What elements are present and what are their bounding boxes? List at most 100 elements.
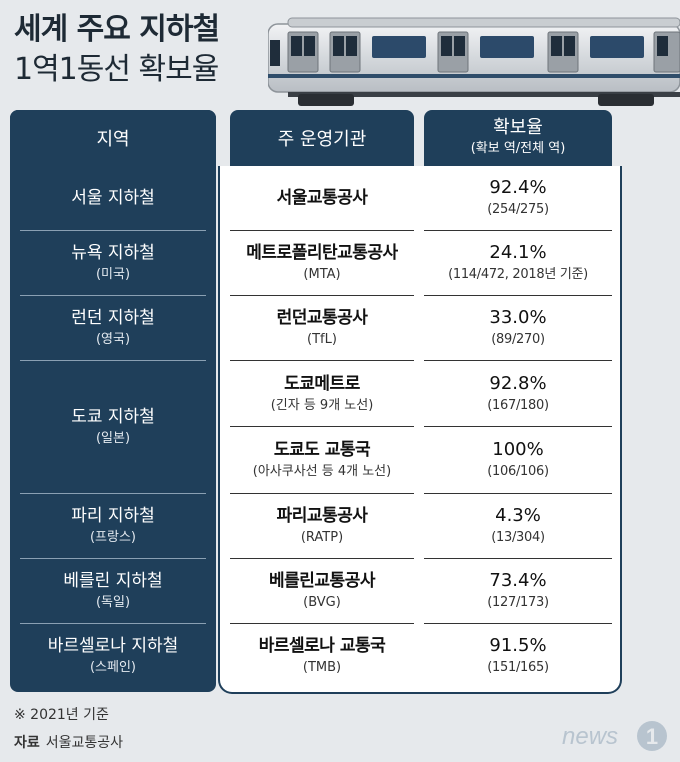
region-country: (미국) xyxy=(95,267,131,282)
row-divider xyxy=(424,623,612,624)
operator-cell: 파리교통공사 (RATP) xyxy=(230,494,414,558)
row-divider xyxy=(230,295,414,296)
operator-cell: 베를린교통공사 (BVG) xyxy=(230,559,414,623)
rate-cell: 91.5% (151/165) xyxy=(424,624,612,688)
region-name: 뉴욕 지하철 xyxy=(71,243,155,263)
title-line-2: 1역1동선 확보율 xyxy=(14,52,219,87)
rate-cell: 24.1% (114/472, 2018년 기준) xyxy=(424,231,612,295)
rate-detail: (13/304) xyxy=(491,530,545,545)
operator-name: 바르셀로나 교통국 xyxy=(258,636,386,656)
rate-detail: (151/165) xyxy=(487,660,549,675)
table-row: 도쿄 지하철 (일본) 도쿄메트로 (긴자 등 9개 노선) 92.8% (16… xyxy=(10,361,614,493)
footnote: ※ 2021년 기준 xyxy=(14,707,109,723)
row-divider xyxy=(20,230,206,231)
rate-cell: 92.8% (167/180) xyxy=(424,361,612,426)
rate-value: 91.5% xyxy=(489,635,547,656)
row-divider xyxy=(424,426,612,427)
operator-sub: (TfL) xyxy=(307,332,337,347)
operator-cell: 도쿄메트로 (긴자 등 9개 노선) xyxy=(230,361,414,426)
source-label: 자료 xyxy=(14,735,40,751)
region-name: 런던 지하철 xyxy=(71,308,155,328)
region-country: (일본) xyxy=(95,431,131,446)
news1-logo: news 1 xyxy=(562,721,667,751)
operator-sub: (TMB) xyxy=(302,660,342,675)
operator-sub: (MTA) xyxy=(303,267,341,282)
rate-detail: (254/275) xyxy=(487,202,549,217)
region-name: 베를린 지하철 xyxy=(63,571,163,591)
header-operator: 주 운영기관 xyxy=(230,110,414,166)
rate-value: 33.0% xyxy=(489,307,547,328)
operator-name: 서울교통공사 xyxy=(276,188,368,208)
region-cell: 런던 지하철 (영국) xyxy=(10,296,216,360)
region-cell: 바르셀로나 지하철 (스페인) xyxy=(10,624,216,688)
rate-cell: 100% (106/106) xyxy=(424,427,612,493)
rate-detail: (167/180) xyxy=(487,397,549,413)
rate-value: 4.3% xyxy=(495,505,541,526)
subway-train-illustration xyxy=(268,17,680,106)
region-country: (독일) xyxy=(95,595,131,610)
region-name: 도쿄 지하철 xyxy=(71,407,155,427)
operator-sub: (긴자 등 9개 노선) xyxy=(270,397,374,413)
row-divider xyxy=(230,426,414,427)
header-region-label: 지역 xyxy=(96,129,130,150)
title-block: 세계 주요 지하철 1역1동선 확보율 xyxy=(14,10,220,90)
operator-sub: (아사쿠사선 등 4개 노선) xyxy=(252,464,392,479)
region-country: (프랑스) xyxy=(89,530,137,545)
logo-mark: 1 xyxy=(646,724,658,749)
header-region: 지역 xyxy=(10,110,216,166)
rate-cell: 4.3% (13/304) xyxy=(424,494,612,558)
operator-cell: 바르셀로나 교통국 (TMB) xyxy=(230,624,414,688)
row-divider xyxy=(424,493,612,494)
comparison-table: 지역 주 운영기관 확보율 (확보 역/전체 역) 서울 지하철 서울교통공사 … xyxy=(10,110,622,694)
region-country: (스페인) xyxy=(89,660,137,675)
operator-cell: 메트로폴리탄교통공사 (MTA) xyxy=(230,231,414,295)
region-country: (영국) xyxy=(95,332,131,347)
row-divider xyxy=(424,295,612,296)
table-row: 베를린 지하철 (독일) 베를린교통공사 (BVG) 73.4% (127/17… xyxy=(10,559,614,623)
operator-sub: (RATP) xyxy=(300,530,344,545)
operator-name: 파리교통공사 xyxy=(276,506,368,526)
rate-cell: 92.4% (254/275) xyxy=(424,166,612,230)
rate-value: 92.4% xyxy=(489,177,547,198)
operator-name: 도쿄도 교통국 xyxy=(273,440,371,460)
row-divider xyxy=(424,230,612,231)
row-divider xyxy=(230,493,414,494)
logo-circle xyxy=(637,721,667,751)
operator-name: 메트로폴리탄교통공사 xyxy=(246,243,398,263)
header-rate: 확보율 (확보 역/전체 역) xyxy=(424,110,612,166)
rate-detail: (106/106) xyxy=(487,464,549,479)
logo-text: news xyxy=(562,723,618,750)
header-operator-label: 주 운영기관 xyxy=(277,129,367,150)
region-name: 바르셀로나 지하철 xyxy=(47,636,179,656)
region-name: 서울 지하철 xyxy=(71,188,155,208)
source-line: 자료 서울교통공사 xyxy=(14,732,123,752)
rate-value: 24.1% xyxy=(489,242,547,263)
table-row: 서울 지하철 서울교통공사 92.4% (254/275) xyxy=(10,166,614,230)
table-row: 런던 지하철 (영국) 런던교통공사 (TfL) 33.0% (89/270) xyxy=(10,296,614,360)
operator-cell: 런던교통공사 (TfL) xyxy=(230,296,414,360)
row-divider xyxy=(230,558,414,559)
rate-value: 92.8% xyxy=(489,372,547,394)
operator-cell: 도쿄도 교통국 (아사쿠사선 등 4개 노선) xyxy=(230,427,414,493)
operator-name: 런던교통공사 xyxy=(276,308,368,328)
operator-name: 도쿄메트로 xyxy=(284,373,360,394)
source-name: 서울교통공사 xyxy=(45,735,124,751)
header-rate-sublabel: (확보 역/전체 역) xyxy=(470,141,566,156)
row-divider xyxy=(424,360,612,361)
header-rate-label: 확보율 xyxy=(493,117,543,138)
table-row: 뉴욕 지하철 (미국) 메트로폴리탄교통공사 (MTA) 24.1% (114/… xyxy=(10,231,614,295)
region-cell: 도쿄 지하철 (일본) xyxy=(10,361,216,493)
row-divider xyxy=(20,360,206,361)
rate-value: 100% xyxy=(492,439,544,460)
region-cell: 서울 지하철 xyxy=(10,166,216,230)
row-divider xyxy=(20,493,206,494)
table-row: 바르셀로나 지하철 (스페인) 바르셀로나 교통국 (TMB) 91.5% (1… xyxy=(10,624,614,688)
operator-sub: (BVG) xyxy=(303,595,341,610)
rate-cell: 33.0% (89/270) xyxy=(424,296,612,360)
region-column-background xyxy=(10,110,216,692)
region-cell: 뉴욕 지하철 (미국) xyxy=(10,231,216,295)
row-divider xyxy=(424,558,612,559)
rate-cell: 73.4% (127/173) xyxy=(424,559,612,623)
row-divider xyxy=(20,558,206,559)
row-divider xyxy=(230,230,414,231)
